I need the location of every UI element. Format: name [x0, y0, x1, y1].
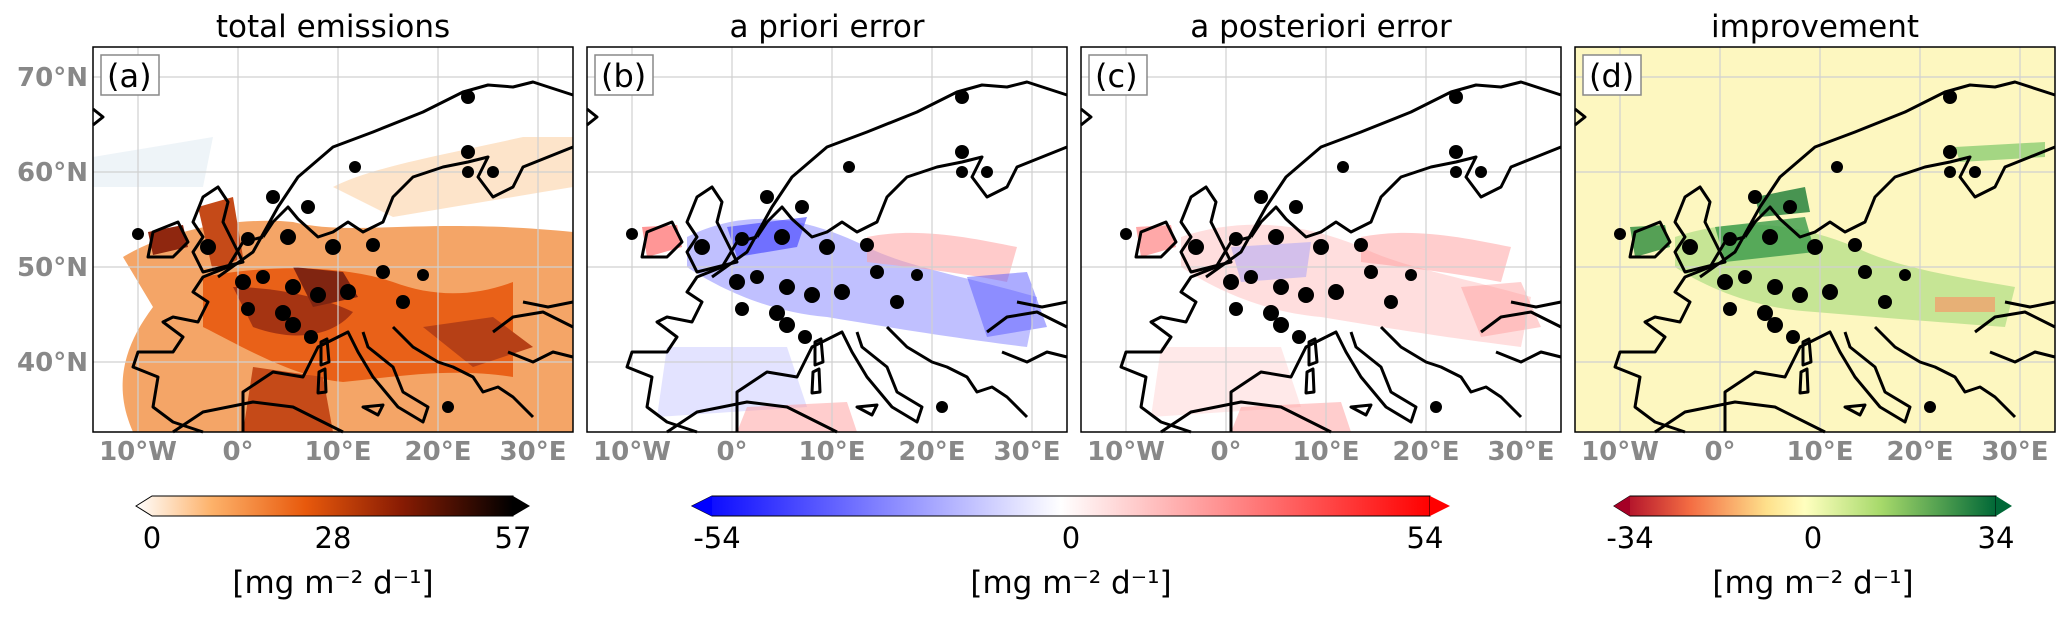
colorbar-max: 57: [495, 521, 532, 555]
lon-tick: 30°E: [1982, 437, 2049, 467]
panel-title: total emissions: [216, 9, 450, 45]
panel-a: (a) total emissions: [91, 9, 575, 434]
lat-axis: 70°N 60°N 50°N 40°N: [17, 63, 88, 378]
colorbar-error: -54 0 54 [mg m⁻² d⁻¹]: [690, 495, 1450, 601]
lon-tick: 0°: [1704, 437, 1735, 467]
lon-tick: 10°E: [1787, 437, 1854, 467]
error-field: [1136, 224, 1541, 432]
panel-label: (c): [1095, 57, 1138, 95]
lon-tick: 20°E: [899, 437, 966, 467]
lon-tick: 30°E: [500, 437, 567, 467]
lon-tick: 30°E: [1488, 437, 1555, 467]
panel-label: (b): [601, 57, 646, 95]
colorbar-min: 0: [143, 521, 161, 555]
station-markers: [132, 90, 499, 413]
station-markers: [1614, 90, 1981, 413]
panel-c: (c) a posteriori error: [1079, 9, 1563, 434]
panel-label: (a): [107, 57, 152, 95]
grid-lines: [93, 47, 573, 432]
lon-tick: 0°: [1210, 437, 1241, 467]
lon-axis-a: 10°W 0° 10°E 20°E 30°E: [99, 437, 566, 467]
lon-tick: 10°W: [99, 437, 177, 467]
panel-b: (b) a priori error: [585, 9, 1069, 434]
lon-tick: 10°E: [305, 437, 372, 467]
lon-axis-c: 10°W 0° 10°E 20°E 30°E: [1087, 437, 1554, 467]
lon-tick: 10°E: [1293, 437, 1360, 467]
colorbar-unit: [mg m⁻² d⁻¹]: [970, 565, 1171, 601]
panel-title: a posteriori error: [1190, 9, 1452, 45]
colorbar-improvement: -34 0 34 [mg m⁻² d⁻¹]: [1606, 495, 2015, 601]
colorbar-emissions: 0 28 57 [mg m⁻² d⁻¹]: [135, 495, 532, 601]
lat-tick: 70°N: [17, 63, 88, 93]
station-markers: [1120, 90, 1487, 413]
lat-tick: 50°N: [17, 253, 88, 283]
colorbar-min: -34: [1606, 521, 1653, 555]
lon-tick: 10°W: [1087, 437, 1165, 467]
colorbar-mid: 0: [1062, 521, 1080, 555]
colorbar-mid: 28: [315, 521, 352, 555]
lon-tick: 20°E: [1887, 437, 1954, 467]
lon-tick: 30°E: [994, 437, 1061, 467]
lon-axis-b: 10°W 0° 10°E 20°E 30°E: [593, 437, 1060, 467]
panel-label: (d): [1589, 57, 1634, 95]
lon-tick: 20°E: [405, 437, 472, 467]
colorbar-unit: [mg m⁻² d⁻¹]: [232, 565, 433, 601]
colorbar-unit: [mg m⁻² d⁻¹]: [1712, 565, 1913, 601]
panel-title: a priori error: [729, 9, 924, 45]
colorbar-min: -54: [693, 521, 740, 555]
lon-tick: 10°W: [593, 437, 671, 467]
panel-title: improvement: [1711, 9, 1919, 45]
lon-tick: 10°E: [799, 437, 866, 467]
lon-axis-d: 10°W 0° 10°E 20°E 30°E: [1581, 437, 2048, 467]
lat-tick: 60°N: [17, 158, 88, 188]
colorbar-max: 34: [1978, 521, 2015, 555]
panel-d: (d) improvement: [1573, 9, 2057, 434]
lon-tick: 10°W: [1581, 437, 1659, 467]
error-field: [642, 217, 1047, 432]
colorbar-max: 54: [1407, 521, 1444, 555]
station-markers: [626, 90, 993, 413]
lon-tick: 0°: [222, 437, 253, 467]
colorbar-mid: 0: [1804, 521, 1822, 555]
lat-tick: 40°N: [17, 348, 88, 378]
lon-tick: 0°: [716, 437, 747, 467]
lon-tick: 20°E: [1393, 437, 1460, 467]
